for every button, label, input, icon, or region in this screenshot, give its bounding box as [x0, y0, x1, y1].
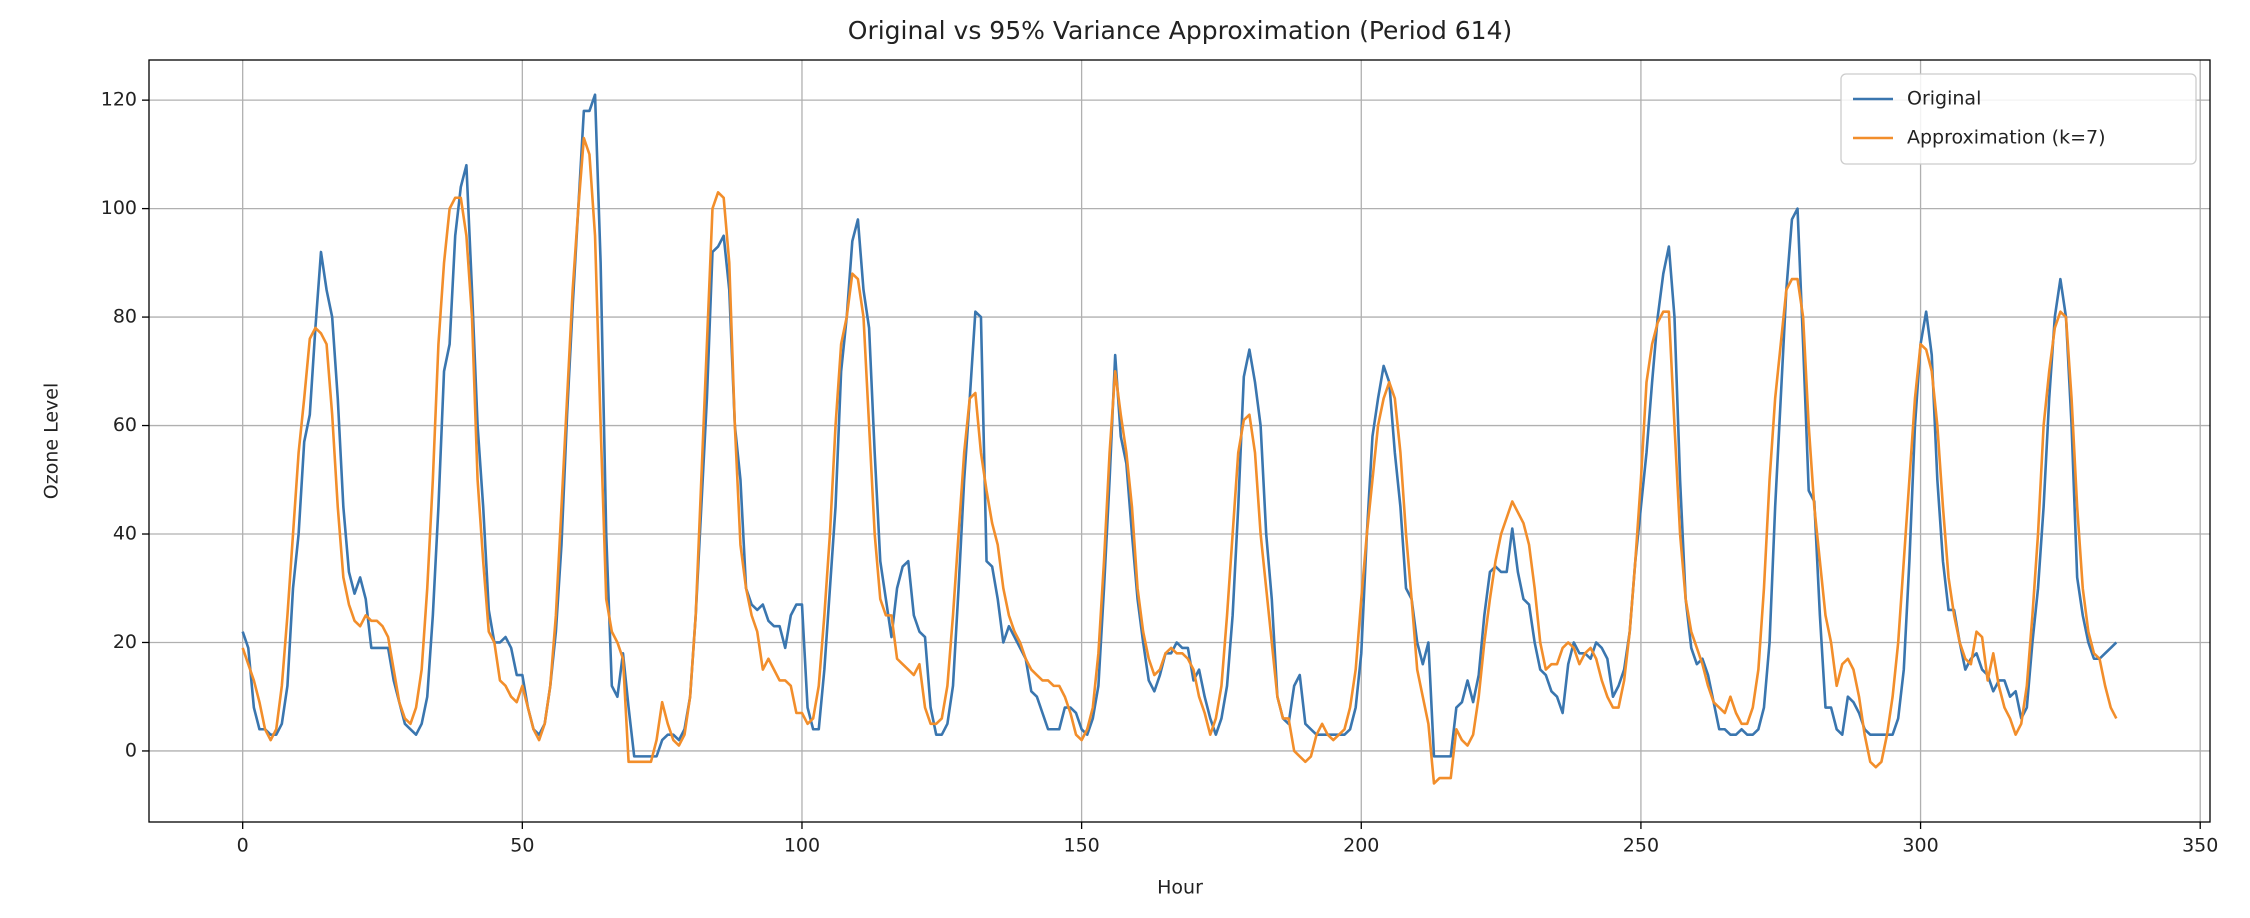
legend: Original Approximation (k=7): [1840, 73, 2197, 165]
y-tick-label: 100: [101, 197, 137, 219]
x-tick-label: 0: [237, 835, 249, 857]
x-tick-label: 350: [2182, 835, 2218, 857]
y-tick-label: 60: [113, 414, 137, 436]
x-axis-label: Hour: [1157, 877, 1203, 899]
y-tick-label: 80: [113, 306, 137, 328]
y-tick-label: 40: [113, 523, 137, 545]
x-tick-label: 300: [1902, 835, 1938, 857]
y-tick-label: 0: [125, 739, 137, 761]
y-tick-label: 120: [101, 89, 137, 111]
legend-label: Approximation (k=7): [1907, 127, 2106, 149]
legend-label: Original: [1907, 88, 1981, 110]
x-tick-label: 200: [1343, 835, 1379, 857]
x-tick-label: 250: [1623, 835, 1659, 857]
x-tick-label: 100: [784, 835, 820, 857]
legend-box: [1840, 73, 2197, 165]
chart-title: Original vs 95% Variance Approximation (…: [848, 16, 1512, 45]
series-line: [241, 136, 2118, 785]
y-tick-label: 20: [113, 631, 137, 653]
x-tick-label: 50: [510, 835, 534, 857]
x-tick-label: 150: [1063, 835, 1099, 857]
plot-frame: [148, 59, 2211, 823]
y-axis-label: Ozone Level: [41, 383, 63, 499]
